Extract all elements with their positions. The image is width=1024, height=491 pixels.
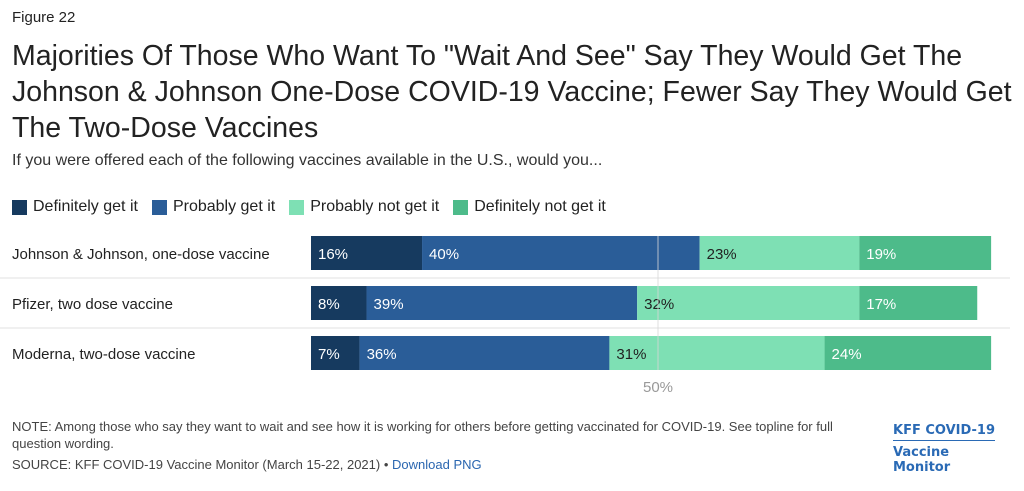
figure-label: Figure 22 — [12, 9, 76, 26]
bar-segment — [311, 236, 423, 270]
bar-segment — [824, 336, 992, 370]
bar-segment — [699, 236, 860, 270]
data-label: 32% — [644, 296, 674, 313]
brand-line-2: Vaccine Monitor — [893, 445, 951, 475]
source-text: SOURCE: KFF COVID-19 Vaccine Monitor (Ma… — [12, 457, 389, 472]
reference-line-label: 50% — [643, 379, 673, 395]
legend-swatch — [151, 199, 167, 215]
data-label: 24% — [832, 346, 862, 363]
data-label: 16% — [318, 246, 348, 263]
legend-item-probably-not-get: Probably not get it — [289, 198, 439, 216]
data-label: 40% — [429, 246, 459, 263]
stacked-bar-chart: Johnson & Johnson, one-dose vaccine 16% 40… — [0, 236, 1010, 395]
legend-label: Definitely get it — [33, 198, 138, 215]
legend-item-probably-get: Probably get it — [151, 198, 276, 216]
legend-label: Probably get it — [172, 198, 276, 215]
bar-segment — [859, 286, 978, 320]
legend-swatch — [453, 199, 469, 215]
data-label: 23% — [707, 246, 737, 263]
category-label: Johnson & Johnson, one-dose vaccine — [12, 246, 270, 263]
kff-brand-logo: KFF COVID-19 Vaccine Monitor — [893, 423, 1005, 475]
legend-label: Probably not get it — [310, 198, 440, 215]
bar-segment — [609, 336, 825, 370]
legend-item-definitely-not-get: Definitely not get it — [453, 198, 606, 216]
data-label: 17% — [866, 296, 896, 313]
legend: Definitely get it Probably get it Probab… — [12, 198, 606, 216]
bar-segment — [359, 336, 610, 370]
bar-segment — [311, 286, 367, 320]
category-label: Moderna, two-dose vaccine — [12, 346, 195, 363]
chart-subtitle: If you were offered each of the followin… — [12, 152, 603, 169]
chart-source: SOURCE: KFF COVID-19 Vaccine Monitor (Ma… — [12, 457, 482, 472]
data-label: 19% — [866, 246, 896, 263]
brand-line-1: KFF COVID-19 — [893, 423, 996, 441]
bar-segment — [637, 286, 860, 320]
category-label: Pfizer, two dose vaccine — [12, 296, 173, 313]
download-png-link[interactable]: Download PNG — [392, 457, 482, 472]
legend-swatch — [12, 199, 27, 215]
data-label: 8% — [318, 296, 340, 313]
legend-item-definitely-get: Definitely get it — [12, 198, 138, 216]
data-label: 7% — [318, 346, 340, 363]
legend-swatch — [289, 199, 305, 215]
data-label: 39% — [374, 296, 404, 313]
chart-title: Majorities Of Those Who Want To "Wait An… — [12, 40, 1012, 144]
data-label: 31% — [616, 346, 646, 363]
bar-segment — [311, 336, 360, 370]
chart-note: NOTE: Among those who say they want to w… — [12, 419, 833, 451]
bar-segment — [859, 236, 992, 270]
data-label: 36% — [367, 346, 397, 363]
bar-segment — [422, 236, 700, 270]
bar-segment — [366, 286, 638, 320]
legend-label: Definitely not get it — [474, 198, 606, 215]
